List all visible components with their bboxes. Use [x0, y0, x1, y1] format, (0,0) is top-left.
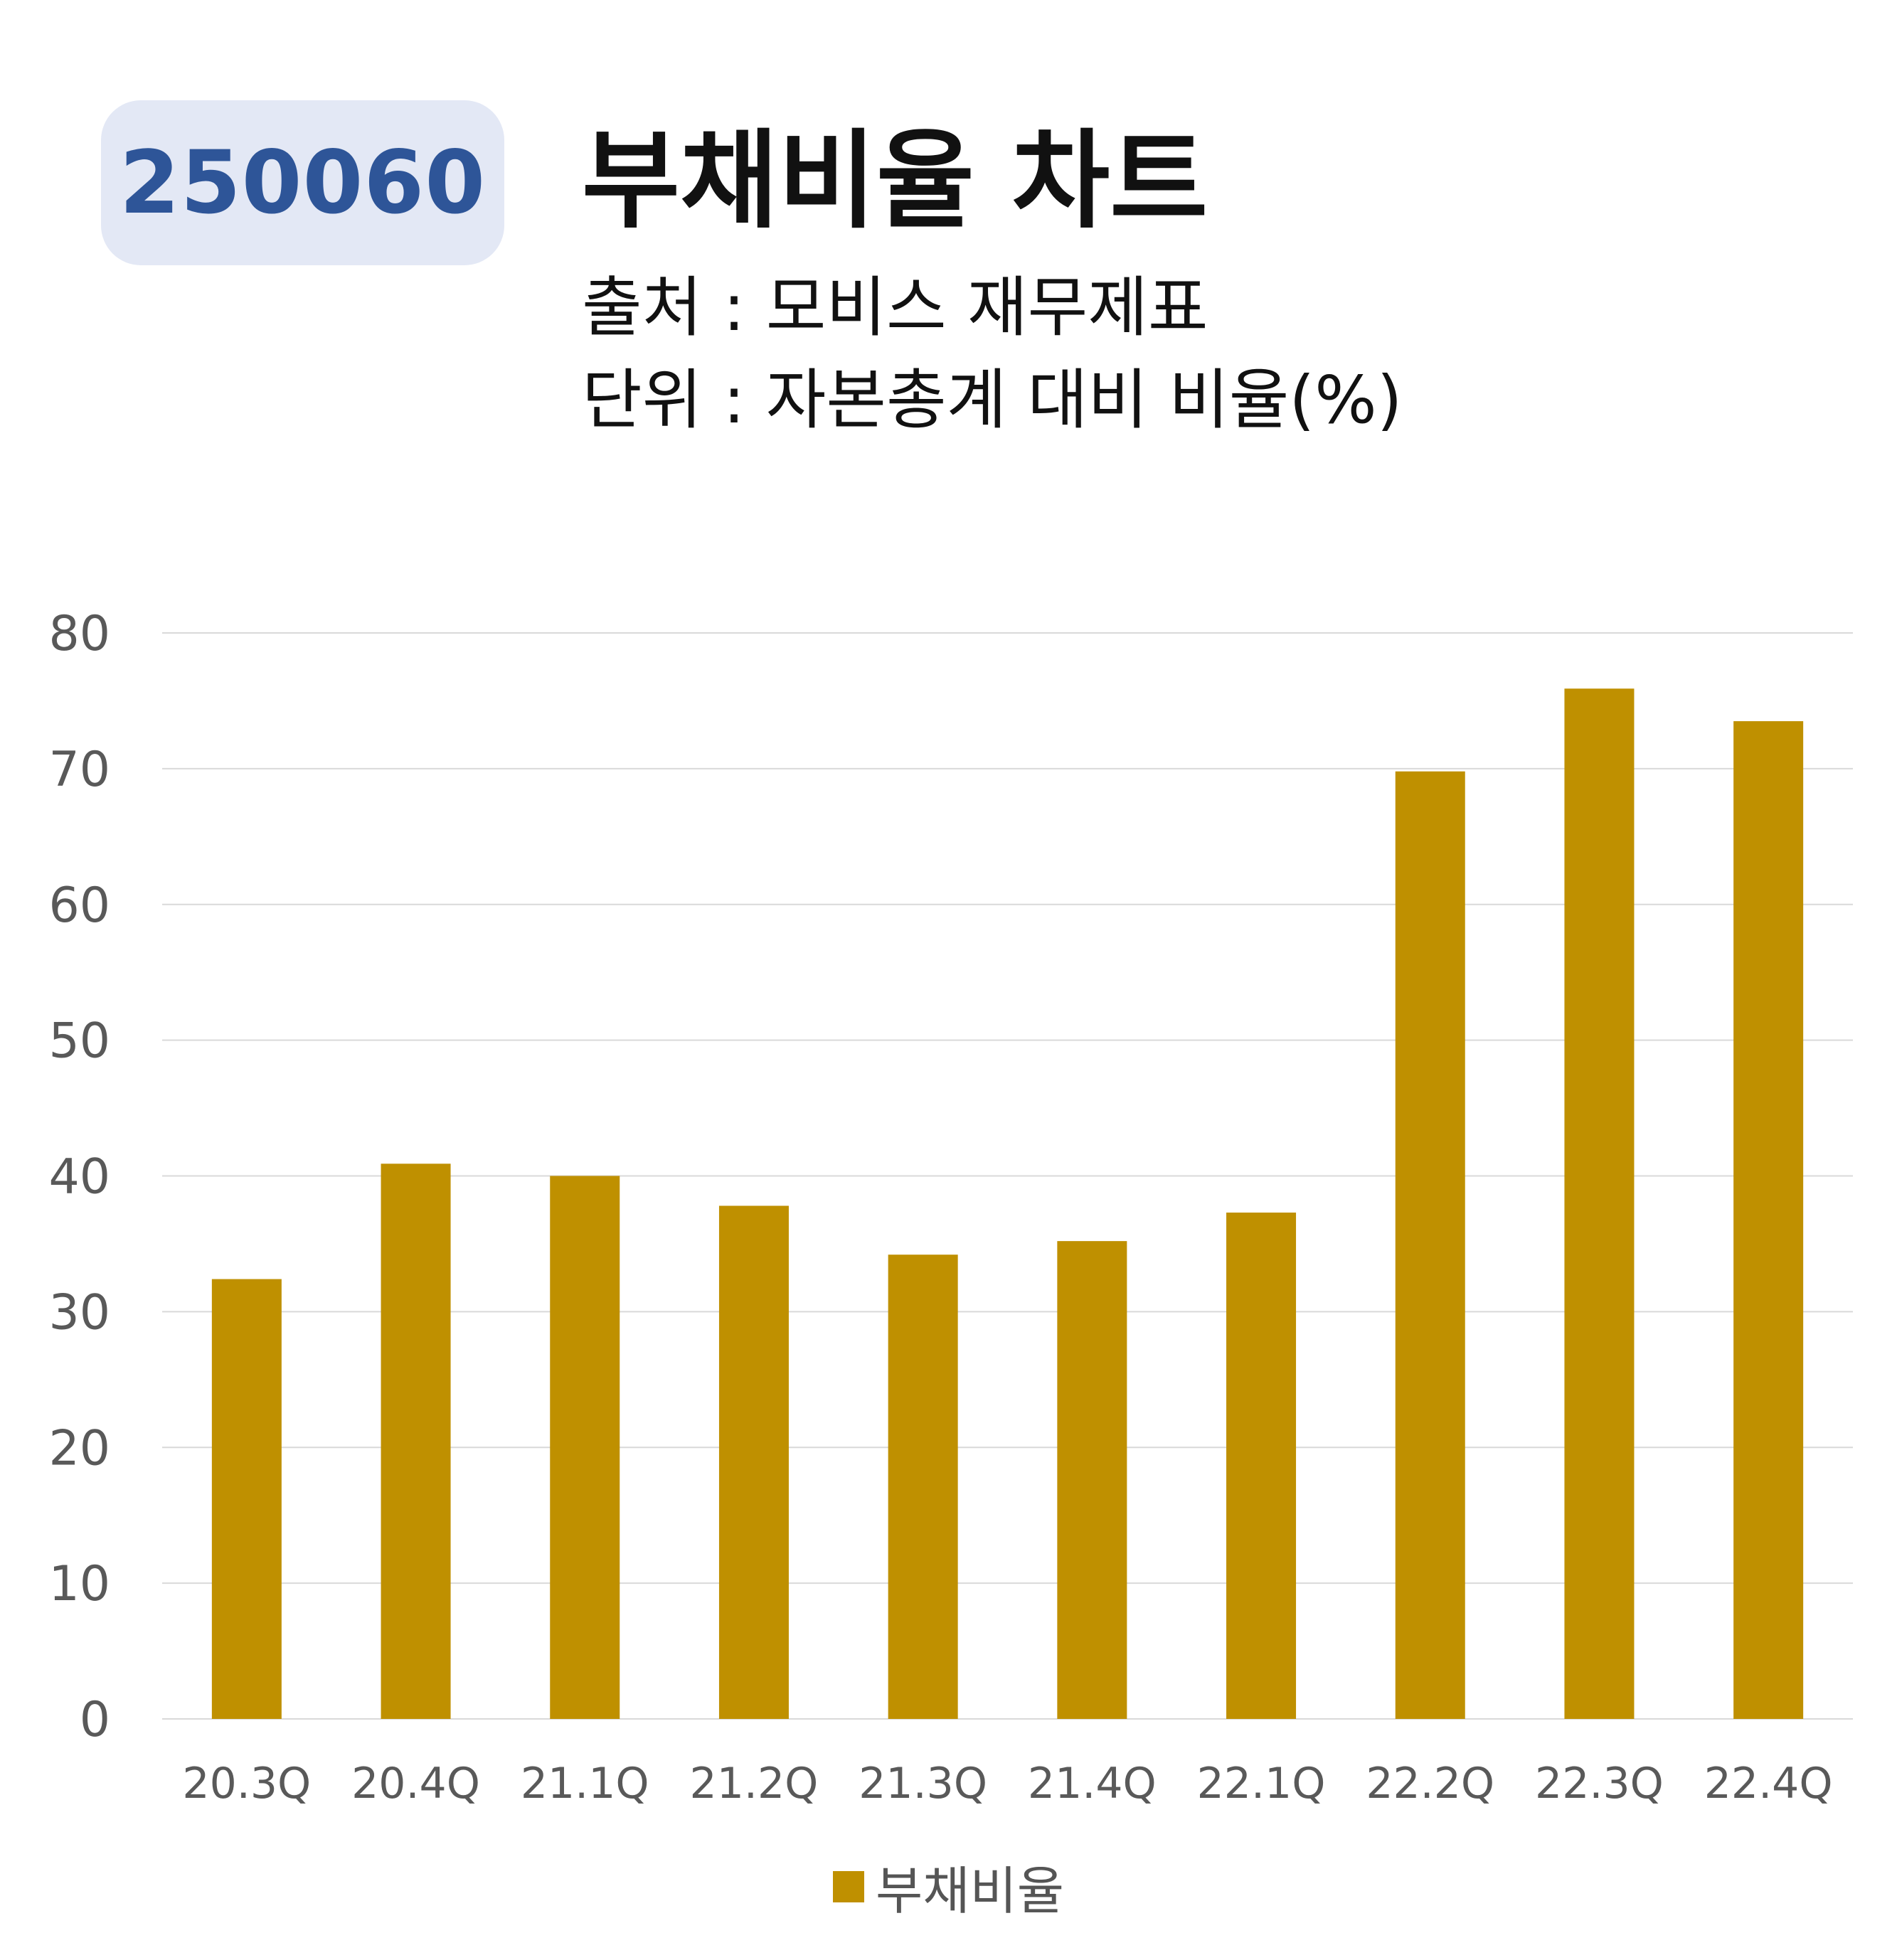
- x-tick-label: 22.1Q: [1197, 1759, 1326, 1809]
- stock-code-badge: 250060: [101, 100, 504, 265]
- bar-21.4Q: [1057, 1241, 1127, 1719]
- legend-label: 부채비율: [876, 1861, 1064, 1921]
- bar-21.1Q: [550, 1176, 620, 1719]
- x-axis-ticks: 20.3Q 20.4Q 21.1Q 21.2Q 21.3Q 21.4Q 22.1Q 22.2Q…: [182, 1759, 1832, 1809]
- bar-20.4Q: [381, 1163, 451, 1719]
- x-tick-label: 22.4Q: [1704, 1759, 1833, 1809]
- bar-21.3Q: [888, 1255, 958, 1719]
- x-tick-label: 22.2Q: [1366, 1759, 1494, 1809]
- y-axis-ticks: 0 10 20 30 40 50 60 70 80: [48, 606, 110, 1748]
- y-tick-label: 20: [48, 1420, 110, 1476]
- y-tick-label: 0: [80, 1692, 110, 1748]
- bar-21.2Q: [718, 1205, 789, 1719]
- y-tick-label: 10: [48, 1556, 110, 1612]
- x-tick-label: 22.3Q: [1535, 1759, 1664, 1809]
- bar-22.1Q: [1226, 1213, 1297, 1719]
- x-tick-label: 20.4Q: [351, 1759, 480, 1809]
- legend: 부채비율: [0, 1849, 1897, 1924]
- bar-20.3Q: [211, 1279, 282, 1719]
- x-tick-label: 21.1Q: [521, 1759, 649, 1809]
- chart-title: 부채비율 차트: [582, 119, 1208, 243]
- y-tick-label: 60: [48, 878, 110, 934]
- y-tick-label: 50: [48, 1013, 110, 1070]
- x-tick-label: 20.3Q: [182, 1759, 311, 1809]
- y-tick-label: 70: [48, 742, 110, 798]
- y-tick-label: 80: [48, 606, 110, 662]
- bar-22.4Q: [1733, 721, 1804, 1719]
- bar-22.3Q: [1564, 688, 1635, 1719]
- legend-swatch: [833, 1870, 865, 1902]
- x-tick-label: 21.2Q: [690, 1759, 819, 1809]
- y-tick-label: 40: [48, 1149, 110, 1205]
- y-tick-label: 30: [48, 1284, 110, 1341]
- x-tick-label: 21.4Q: [1028, 1759, 1157, 1809]
- bar-22.2Q: [1395, 771, 1465, 1719]
- unit-label: 단위 : 자본총계 대비 비율(%): [582, 362, 1403, 438]
- source-label: 출처 : 모비스 재무제표: [582, 270, 1208, 346]
- bars: [211, 688, 1804, 1719]
- x-tick-label: 21.3Q: [859, 1759, 987, 1809]
